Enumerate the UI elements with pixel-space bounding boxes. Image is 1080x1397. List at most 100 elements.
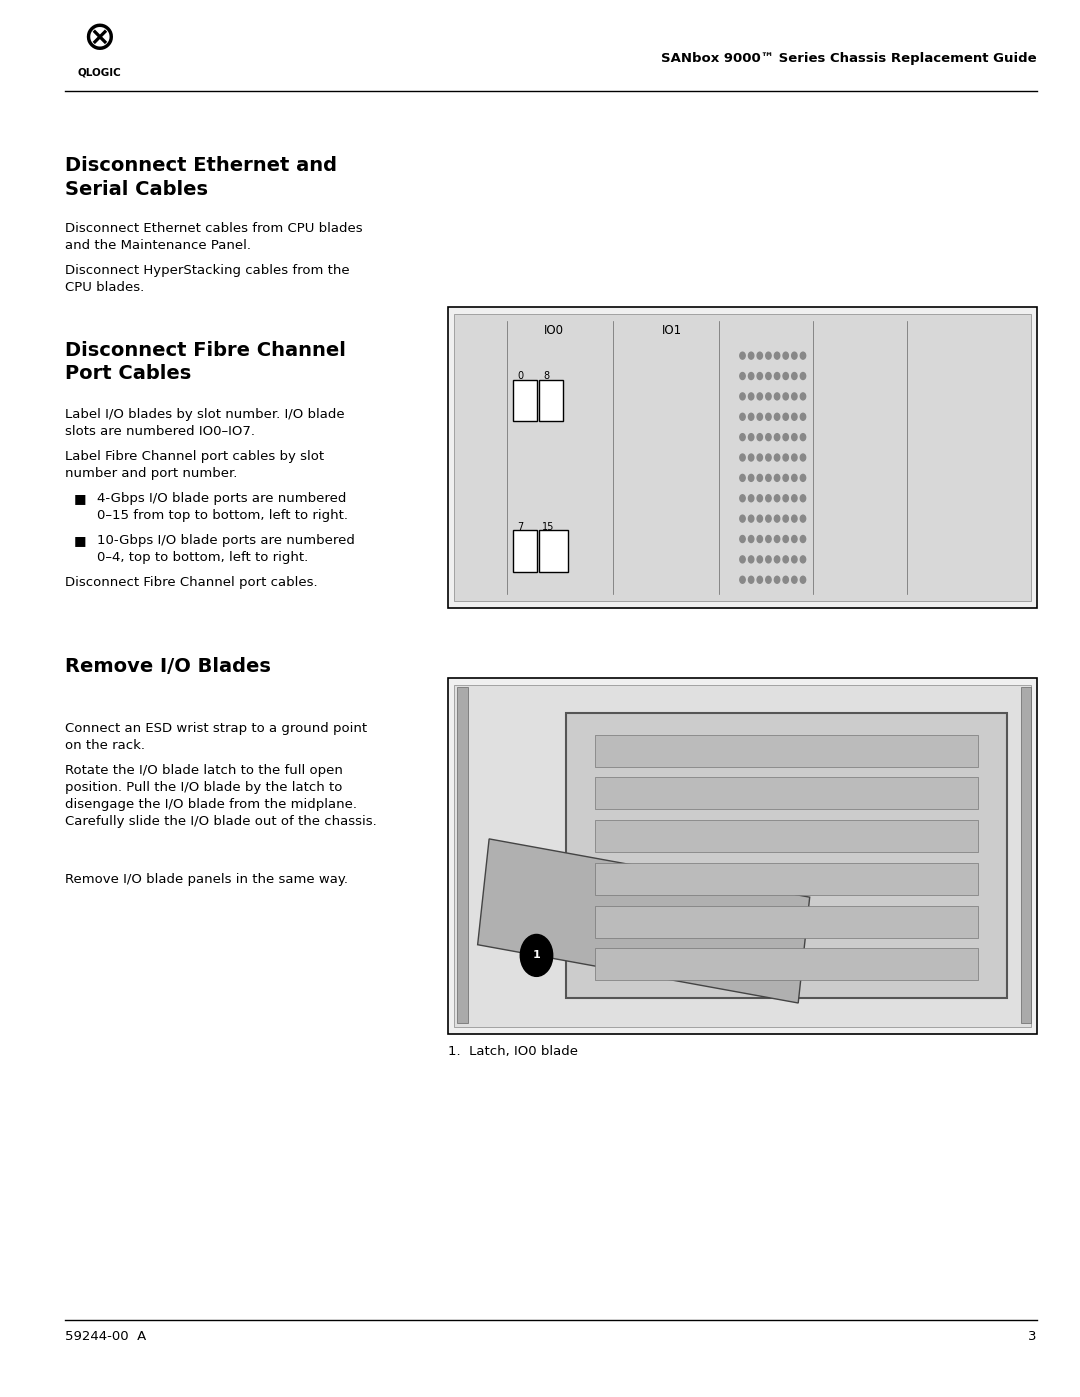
Bar xyxy=(513,380,537,422)
Text: QLOGIC: QLOGIC xyxy=(78,67,121,77)
Text: ■: ■ xyxy=(73,534,86,546)
Circle shape xyxy=(757,393,762,400)
Circle shape xyxy=(748,515,754,522)
Circle shape xyxy=(757,515,762,522)
Circle shape xyxy=(800,393,806,400)
Circle shape xyxy=(748,475,754,482)
Text: 8: 8 xyxy=(543,372,550,381)
Bar xyxy=(457,687,468,1023)
Circle shape xyxy=(757,433,762,440)
Bar xyxy=(454,685,1031,1027)
Circle shape xyxy=(800,373,806,380)
Circle shape xyxy=(792,393,797,400)
Circle shape xyxy=(748,393,754,400)
Text: Remove I/O Blades: Remove I/O Blades xyxy=(65,657,271,676)
Text: 59244-00  A: 59244-00 A xyxy=(65,1330,146,1344)
Text: 1.  Latch, IO0 blade: 1. Latch, IO0 blade xyxy=(448,1045,578,1058)
Circle shape xyxy=(783,352,788,359)
Bar xyxy=(539,529,567,571)
Circle shape xyxy=(766,577,771,584)
Circle shape xyxy=(783,475,788,482)
Circle shape xyxy=(792,454,797,461)
Text: 7: 7 xyxy=(517,521,523,532)
Circle shape xyxy=(740,433,745,440)
Circle shape xyxy=(774,556,780,563)
Circle shape xyxy=(757,495,762,502)
Circle shape xyxy=(774,577,780,584)
Circle shape xyxy=(766,515,771,522)
Circle shape xyxy=(800,475,806,482)
Circle shape xyxy=(800,454,806,461)
Circle shape xyxy=(792,495,797,502)
Circle shape xyxy=(766,556,771,563)
Circle shape xyxy=(740,475,745,482)
Circle shape xyxy=(740,373,745,380)
Circle shape xyxy=(774,535,780,542)
Circle shape xyxy=(792,433,797,440)
Circle shape xyxy=(774,352,780,359)
Text: Rotate the I/O blade latch to the full open
position. Pull the I/O blade by the : Rotate the I/O blade latch to the full o… xyxy=(65,764,377,828)
Text: 10-Gbps I/O blade ports are numbered
0–4, top to bottom, left to right.: 10-Gbps I/O blade ports are numbered 0–4… xyxy=(97,534,355,563)
Text: SANbox 9000™ Series Chassis Replacement Guide: SANbox 9000™ Series Chassis Replacement … xyxy=(661,52,1037,66)
Circle shape xyxy=(748,352,754,359)
Circle shape xyxy=(740,393,745,400)
Bar xyxy=(595,863,978,895)
Circle shape xyxy=(800,414,806,420)
Text: Disconnect Fibre Channel
Port Cables: Disconnect Fibre Channel Port Cables xyxy=(65,341,346,383)
Circle shape xyxy=(766,433,771,440)
Circle shape xyxy=(766,352,771,359)
Circle shape xyxy=(783,556,788,563)
Circle shape xyxy=(783,393,788,400)
Text: Remove I/O blade panels in the same way.: Remove I/O blade panels in the same way. xyxy=(65,873,348,886)
Circle shape xyxy=(792,577,797,584)
Bar xyxy=(448,678,1037,1034)
Text: ⨂: ⨂ xyxy=(85,22,113,50)
Bar xyxy=(566,712,1008,997)
Circle shape xyxy=(740,515,745,522)
Text: Disconnect HyperStacking cables from the
CPU blades.: Disconnect HyperStacking cables from the… xyxy=(65,264,350,293)
Text: IO0: IO0 xyxy=(544,324,564,337)
Circle shape xyxy=(792,535,797,542)
Circle shape xyxy=(783,495,788,502)
Circle shape xyxy=(740,577,745,584)
Circle shape xyxy=(740,535,745,542)
Circle shape xyxy=(792,414,797,420)
Text: Label I/O blades by slot number. I/O blade
slots are numbered IO0–IO7.: Label I/O blades by slot number. I/O bla… xyxy=(65,408,345,437)
Circle shape xyxy=(748,433,754,440)
Circle shape xyxy=(740,556,745,563)
Bar xyxy=(448,307,1037,608)
Text: IO1: IO1 xyxy=(662,324,681,337)
Circle shape xyxy=(740,414,745,420)
Circle shape xyxy=(792,352,797,359)
Text: Disconnect Ethernet cables from CPU blades
and the Maintenance Panel.: Disconnect Ethernet cables from CPU blad… xyxy=(65,222,363,251)
Bar xyxy=(477,838,810,1003)
Bar xyxy=(595,949,978,981)
Circle shape xyxy=(783,373,788,380)
Circle shape xyxy=(800,556,806,563)
Circle shape xyxy=(783,414,788,420)
Circle shape xyxy=(783,454,788,461)
Circle shape xyxy=(740,495,745,502)
Text: 4-Gbps I/O blade ports are numbered
0–15 from top to bottom, left to right.: 4-Gbps I/O blade ports are numbered 0–15… xyxy=(97,492,348,521)
Circle shape xyxy=(800,515,806,522)
Circle shape xyxy=(757,414,762,420)
Circle shape xyxy=(740,454,745,461)
Text: ■: ■ xyxy=(73,492,86,504)
Circle shape xyxy=(748,373,754,380)
Text: Disconnect Fibre Channel port cables.: Disconnect Fibre Channel port cables. xyxy=(65,576,318,588)
Circle shape xyxy=(774,433,780,440)
Circle shape xyxy=(792,515,797,522)
Circle shape xyxy=(766,373,771,380)
Circle shape xyxy=(766,495,771,502)
Text: Label Fibre Channel port cables by slot
number and port number.: Label Fibre Channel port cables by slot … xyxy=(65,450,324,479)
Circle shape xyxy=(800,495,806,502)
Circle shape xyxy=(783,577,788,584)
Bar xyxy=(1021,687,1031,1023)
Circle shape xyxy=(774,393,780,400)
Circle shape xyxy=(757,535,762,542)
Circle shape xyxy=(774,495,780,502)
Circle shape xyxy=(757,556,762,563)
Circle shape xyxy=(766,414,771,420)
Circle shape xyxy=(766,454,771,461)
Circle shape xyxy=(766,393,771,400)
